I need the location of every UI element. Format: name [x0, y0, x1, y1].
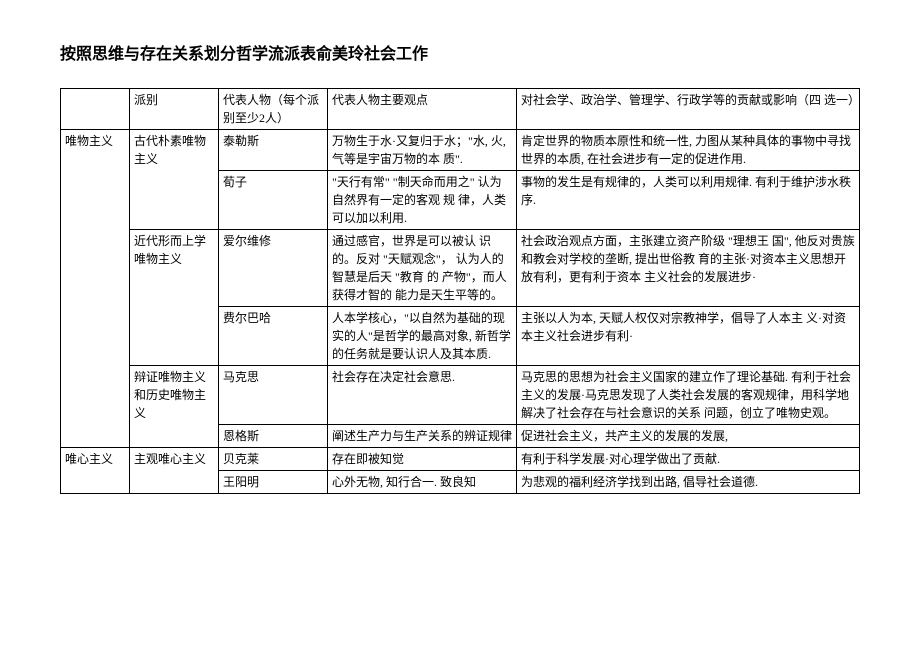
table-row: 近代形而上学唯物主义 爱尔维修 通过感官，世界是可以被认 识的。反对 "天赋观念… — [61, 230, 860, 307]
cell-impact: 主张以人为本, 天赋人权仅对宗教神学，倡导了人本主 义·对资本主义社会进步有利· — [517, 307, 860, 366]
cell-person: 王阳明 — [219, 471, 328, 494]
philosophy-table: 派别 代表人物（每个派别至少2人） 代表人物主要观点 对社会学、政治学、管理学、… — [60, 88, 860, 494]
cell-view: 社会存在决定社会意思. — [328, 366, 517, 425]
cell-view: 人本学核心，"以自然为基础的现实的人"是哲学的最高对象, 新哲学的任务就是要认识… — [328, 307, 517, 366]
cell-cat2: 主观唯心主义 — [130, 448, 219, 494]
table-row: 唯心主义 主观唯心主义 贝克莱 存在即被知觉 有利于科学发展·对心理学做出了贡献… — [61, 448, 860, 471]
cell-impact: 为悲观的福利经济学找到出路, 倡导社会道德. — [517, 471, 860, 494]
cell-person: 贝克莱 — [219, 448, 328, 471]
cell-cat2: 辩证唯物主义和历史唯物主义 — [130, 366, 219, 448]
cell-person: 爱尔维修 — [219, 230, 328, 307]
cell-person: 恩格斯 — [219, 425, 328, 448]
cell-view: 存在即被知觉 — [328, 448, 517, 471]
cell-view: 阐述生产力与生产关系的辨证规律 — [328, 425, 517, 448]
table-header-row: 派别 代表人物（每个派别至少2人） 代表人物主要观点 对社会学、政治学、管理学、… — [61, 89, 860, 130]
header-person: 代表人物（每个派别至少2人） — [219, 89, 328, 130]
page-title: 按照思维与存在关系划分哲学流派表俞美玲社会工作 — [60, 40, 860, 64]
header-view: 代表人物主要观点 — [328, 89, 517, 130]
header-impact: 对社会学、政治学、管理学、行政学等的贡献或影响（四 选一） — [517, 89, 860, 130]
cell-person: 泰勒斯 — [219, 130, 328, 171]
cell-view: 心外无物, 知行合一. 致良知 — [328, 471, 517, 494]
cell-cat2: 古代朴素唯物主义 — [130, 130, 219, 230]
cell-cat2: 近代形而上学唯物主义 — [130, 230, 219, 366]
table-row: 唯物主义 古代朴素唯物主义 泰勒斯 万物生于水·又复归于水；"水, 火, 气等是… — [61, 130, 860, 171]
cell-impact: 社会政治观点方面，主张建立资产阶级 "理想王 国", 他反对贵族和教会对学校的垄… — [517, 230, 860, 307]
cell-person: 费尔巴哈 — [219, 307, 328, 366]
cell-person: 荀子 — [219, 171, 328, 230]
table-row: 辩证唯物主义和历史唯物主义 马克思 社会存在决定社会意思. 马克思的思想为社会主… — [61, 366, 860, 425]
cell-impact: 肯定世界的物质本原性和统一性, 力图从某种具体的事物中寻找世界的本质, 在社会进… — [517, 130, 860, 171]
header-cat1 — [61, 89, 130, 130]
cell-impact: 马克思的思想为社会主义国家的建立作了理论基础. 有利于社会主义的发展·马克思发现… — [517, 366, 860, 425]
header-cat2: 派别 — [130, 89, 219, 130]
cell-cat1: 唯心主义 — [61, 448, 130, 494]
cell-view: 通过感官，世界是可以被认 识的。反对 "天赋观念"， 认为人的智慧是后天 "教育… — [328, 230, 517, 307]
cell-view: 万物生于水·又复归于水；"水, 火, 气等是宇宙万物的本 质". — [328, 130, 517, 171]
cell-impact: 事物的发生是有规律的，人类可以利用规律. 有利于维护涉水秩序. — [517, 171, 860, 230]
cell-impact: 有利于科学发展·对心理学做出了贡献. — [517, 448, 860, 471]
cell-impact: 促进社会主义，共产主义的发展的发展, — [517, 425, 860, 448]
cell-cat1: 唯物主义 — [61, 130, 130, 448]
cell-view: "天行有常" "制天命而用之" 认为自然界有一定的客观 规 律，人类可以加以利用… — [328, 171, 517, 230]
cell-person: 马克思 — [219, 366, 328, 425]
